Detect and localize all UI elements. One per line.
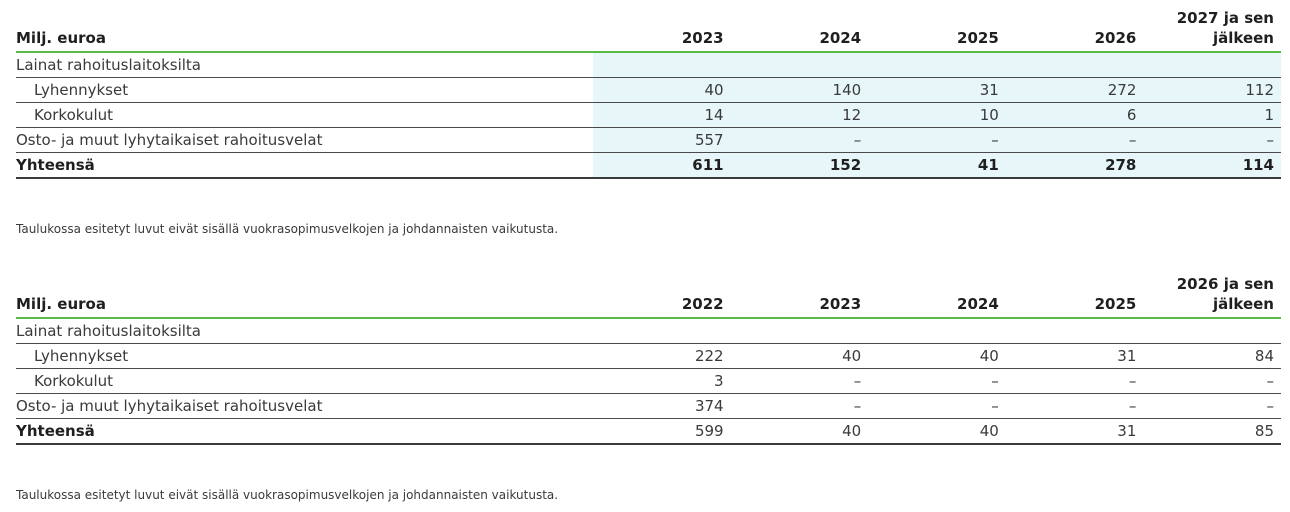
header-col: 2025	[1005, 268, 1144, 319]
total-label: Yhteensä	[16, 418, 593, 445]
total-cell: 599	[593, 418, 731, 445]
cell: 557	[593, 127, 731, 153]
cell: –	[1143, 393, 1281, 419]
total-cell: 31	[1005, 418, 1144, 445]
table-row: Korkokulut 3 – – – –	[16, 368, 1281, 394]
cell: 14	[593, 102, 731, 128]
table-row: Korkokulut 14 12 10 6 1	[16, 102, 1281, 128]
cell: 6	[1005, 102, 1144, 128]
header-label: Milj. euroa	[16, 2, 593, 53]
total-cell: 40	[730, 418, 869, 445]
row-label: Osto- ja muut lyhytaikaiset rahoitusvela…	[16, 127, 593, 153]
maturity-table-previous: Milj. euroa 2022 2023 2024 2025 2026 ja …	[16, 268, 1281, 445]
total-cell: 278	[1005, 152, 1144, 179]
row-label: Korkokulut	[16, 102, 593, 128]
cell: 10	[868, 102, 1006, 128]
cell: 84	[1143, 343, 1281, 369]
cell: –	[1143, 127, 1281, 153]
header-col: 2024	[730, 2, 869, 53]
cell: 40	[593, 77, 731, 103]
table-note: Taulukossa esitetyt luvut eivät sisällä …	[16, 222, 559, 236]
cell: 112	[1143, 77, 1281, 103]
cell: –	[868, 368, 1006, 394]
section-label: Lainat rahoituslaitoksilta	[16, 52, 593, 78]
header-col: 2025	[868, 2, 1006, 53]
section-label: Lainat rahoituslaitoksilta	[16, 318, 593, 344]
cell: 31	[868, 77, 1006, 103]
cell: –	[730, 393, 869, 419]
row-label: Lyhennykset	[16, 77, 593, 103]
header-col: 2026	[1005, 2, 1144, 53]
cell: 31	[1005, 343, 1144, 369]
cell: –	[868, 393, 1006, 419]
total-label: Yhteensä	[16, 152, 593, 179]
total-row: Yhteensä 611 152 41 278 114	[16, 152, 1281, 179]
header-label: Milj. euroa	[16, 268, 593, 319]
cell: 272	[1005, 77, 1144, 103]
cell: –	[730, 368, 869, 394]
cell: –	[1005, 127, 1144, 153]
cell: –	[730, 127, 869, 153]
table-header-row: Milj. euroa 2022 2023 2024 2025 2026 ja …	[16, 268, 1281, 319]
cell: 140	[730, 77, 869, 103]
header-col: 2022	[593, 268, 731, 319]
table-row: Osto- ja muut lyhytaikaiset rahoitusvela…	[16, 393, 1281, 419]
table-row: Lyhennykset 222 40 40 31 84	[16, 343, 1281, 369]
header-col: 2024	[868, 268, 1006, 319]
total-cell: 85	[1143, 418, 1281, 445]
cell: 40	[868, 343, 1006, 369]
cell: 3	[593, 368, 731, 394]
cell: –	[868, 127, 1006, 153]
total-row: Yhteensä 599 40 40 31 85	[16, 418, 1281, 445]
cell: 1	[1143, 102, 1281, 128]
total-cell: 152	[730, 152, 869, 179]
cell: 374	[593, 393, 731, 419]
table-note: Taulukossa esitetyt luvut eivät sisällä …	[16, 488, 559, 502]
cell: 40	[730, 343, 869, 369]
header-col-last: 2027 ja sen jälkeen	[1143, 2, 1281, 53]
row-label: Osto- ja muut lyhytaikaiset rahoitusvela…	[16, 393, 593, 419]
section-row: Lainat rahoituslaitoksilta	[16, 318, 1281, 344]
total-cell: 40	[868, 418, 1006, 445]
maturity-table-current: Milj. euroa 2023 2024 2025 2026 2027 ja …	[16, 2, 1281, 179]
table-row: Lyhennykset 40 140 31 272 112	[16, 77, 1281, 103]
cell: 12	[730, 102, 869, 128]
row-label: Lyhennykset	[16, 343, 593, 369]
table-row: Osto- ja muut lyhytaikaiset rahoitusvela…	[16, 127, 1281, 153]
total-cell: 611	[593, 152, 731, 179]
cell: –	[1005, 368, 1144, 394]
section-row: Lainat rahoituslaitoksilta	[16, 52, 1281, 78]
header-col: 2023	[730, 268, 869, 319]
cell: –	[1005, 393, 1144, 419]
header-col: 2023	[593, 2, 731, 53]
cell: –	[1143, 368, 1281, 394]
table-header-row: Milj. euroa 2023 2024 2025 2026 2027 ja …	[16, 2, 1281, 53]
total-cell: 114	[1143, 152, 1281, 179]
total-cell: 41	[868, 152, 1006, 179]
header-col-last: 2026 ja sen jälkeen	[1143, 268, 1281, 319]
cell: 222	[593, 343, 731, 369]
row-label: Korkokulut	[16, 368, 593, 394]
